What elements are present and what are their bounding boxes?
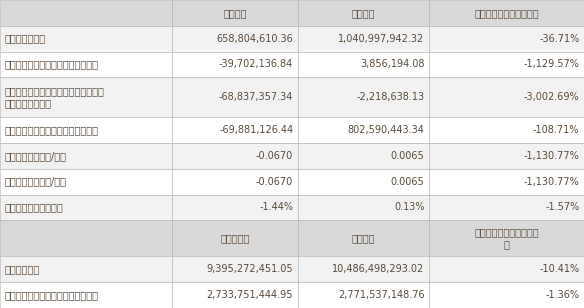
Bar — [0, 143, 172, 169]
Text: 经营活动产生的现金流量净额（元）: 经营活动产生的现金流量净额（元） — [5, 125, 99, 135]
Text: -0.0670: -0.0670 — [256, 151, 293, 161]
Text: 营业收入（元）: 营业收入（元） — [5, 34, 46, 44]
Text: 本报告期末: 本报告期末 — [220, 233, 250, 243]
Bar — [298, 77, 429, 117]
Text: 归属于上市公司股东的净利润（元）: 归属于上市公司股东的净利润（元） — [5, 59, 99, 69]
Text: 3,856,194.08: 3,856,194.08 — [360, 59, 425, 69]
Text: -1,129.57%: -1,129.57% — [523, 59, 579, 69]
Bar — [298, 51, 429, 77]
Bar — [172, 143, 298, 169]
Text: 0.0065: 0.0065 — [391, 151, 425, 161]
Text: 802,590,443.34: 802,590,443.34 — [347, 125, 425, 135]
Text: 2,733,751,444.95: 2,733,751,444.95 — [207, 290, 293, 300]
Bar — [298, 257, 429, 282]
Text: -1.57%: -1.57% — [545, 202, 579, 213]
Text: -68,837,357.34: -68,837,357.34 — [219, 92, 293, 102]
Bar — [429, 257, 584, 282]
Bar — [429, 169, 584, 195]
Bar — [429, 117, 584, 143]
Bar — [298, 0, 429, 26]
Bar — [429, 51, 584, 77]
Bar — [298, 169, 429, 195]
Text: 本报告期比上年同期增减: 本报告期比上年同期增减 — [474, 8, 539, 18]
Text: -1,130.77%: -1,130.77% — [524, 151, 579, 161]
Bar — [429, 220, 584, 257]
Text: -39,702,136.84: -39,702,136.84 — [219, 59, 293, 69]
Text: 加权平均净资产收益率: 加权平均净资产收益率 — [5, 202, 64, 213]
Text: 658,804,610.36: 658,804,610.36 — [217, 34, 293, 44]
Text: -69,881,126.44: -69,881,126.44 — [219, 125, 293, 135]
Text: 1,040,997,942.32: 1,040,997,942.32 — [338, 34, 425, 44]
Text: 0.0065: 0.0065 — [391, 177, 425, 187]
Bar — [298, 195, 429, 220]
Bar — [0, 117, 172, 143]
Bar — [0, 257, 172, 282]
Bar — [429, 0, 584, 26]
Bar — [172, 26, 298, 51]
Text: -108.71%: -108.71% — [533, 125, 579, 135]
Text: 上年度末: 上年度末 — [352, 233, 376, 243]
Bar — [298, 26, 429, 51]
Bar — [429, 143, 584, 169]
Bar — [172, 117, 298, 143]
Text: -10.41%: -10.41% — [539, 264, 579, 274]
Bar — [429, 195, 584, 220]
Text: 0.13%: 0.13% — [394, 202, 425, 213]
Text: -1.36%: -1.36% — [545, 290, 579, 300]
Bar — [0, 0, 172, 26]
Bar — [0, 169, 172, 195]
Text: 基本每股收益（元/股）: 基本每股收益（元/股） — [5, 151, 67, 161]
Text: -1.44%: -1.44% — [259, 202, 293, 213]
Bar — [172, 51, 298, 77]
Text: 10,486,498,293.02: 10,486,498,293.02 — [332, 264, 425, 274]
Bar — [172, 220, 298, 257]
Bar — [172, 169, 298, 195]
Bar — [0, 282, 172, 308]
Bar — [172, 77, 298, 117]
Text: -0.0670: -0.0670 — [256, 177, 293, 187]
Bar — [298, 117, 429, 143]
Text: 本报告期: 本报告期 — [223, 8, 247, 18]
Bar — [429, 77, 584, 117]
Bar — [298, 143, 429, 169]
Bar — [298, 220, 429, 257]
Text: 9,395,272,451.05: 9,395,272,451.05 — [207, 264, 293, 274]
Text: -3,002.69%: -3,002.69% — [524, 92, 579, 102]
Bar — [0, 26, 172, 51]
Bar — [172, 282, 298, 308]
Bar — [429, 26, 584, 51]
Bar — [172, 0, 298, 26]
Text: 上年同期: 上年同期 — [352, 8, 376, 18]
Bar — [0, 77, 172, 117]
Text: 归属于上市公司股东的净资产（元）: 归属于上市公司股东的净资产（元） — [5, 290, 99, 300]
Text: 总资产（元）: 总资产（元） — [5, 264, 40, 274]
Bar — [172, 195, 298, 220]
Bar — [429, 282, 584, 308]
Text: -1,130.77%: -1,130.77% — [524, 177, 579, 187]
Bar — [0, 220, 172, 257]
Bar — [298, 282, 429, 308]
Text: 稀释每股收益（元/股）: 稀释每股收益（元/股） — [5, 177, 67, 187]
Bar — [0, 195, 172, 220]
Text: 2,771,537,148.76: 2,771,537,148.76 — [338, 290, 425, 300]
Text: 本报告期末比上年度末增
减: 本报告期末比上年度末增 减 — [474, 227, 539, 249]
Text: -2,218,638.13: -2,218,638.13 — [356, 92, 425, 102]
Bar — [0, 51, 172, 77]
Text: -36.71%: -36.71% — [539, 34, 579, 44]
Text: 归属于上市公司股东的扣除非经常性损
益的净利润（元）: 归属于上市公司股东的扣除非经常性损 益的净利润（元） — [5, 86, 105, 108]
Bar — [172, 257, 298, 282]
